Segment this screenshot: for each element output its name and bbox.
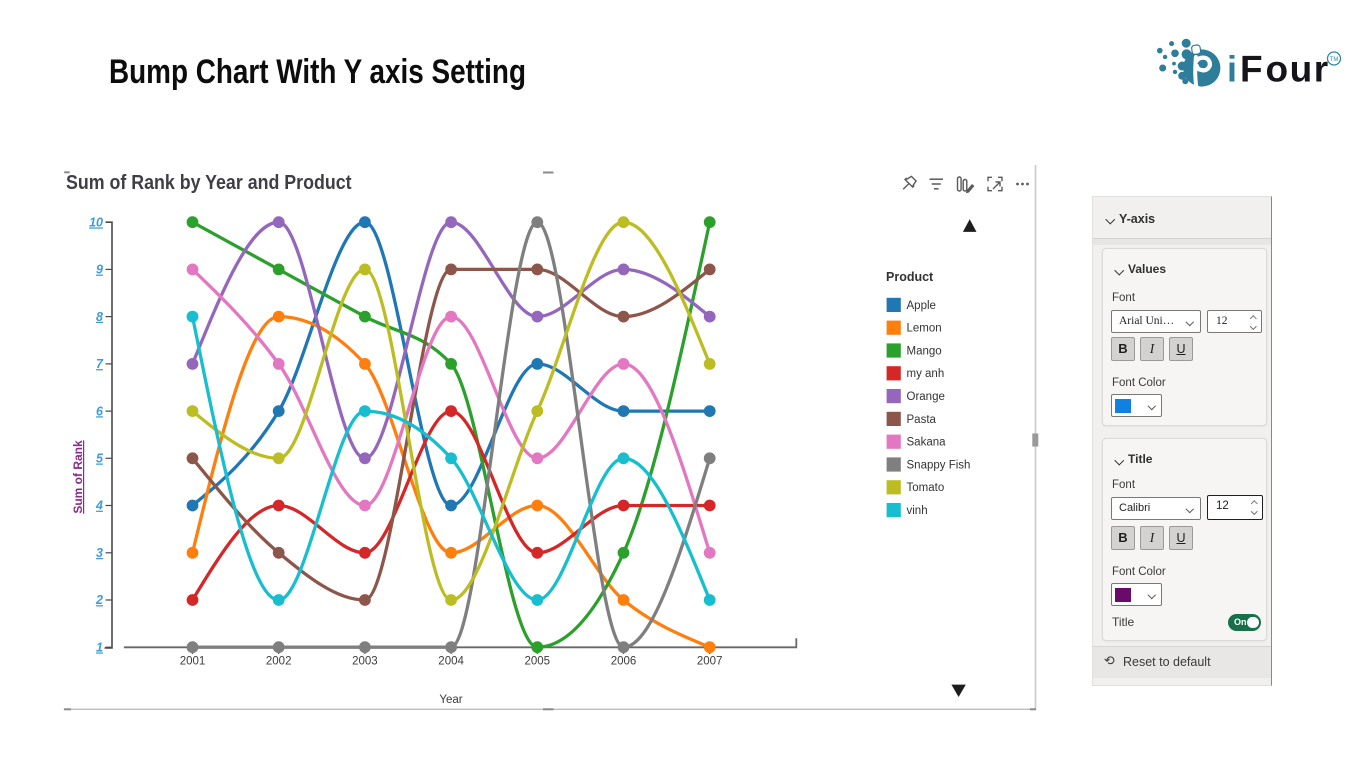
svg-text:2002: 2002 (266, 656, 292, 668)
svg-text:i: i (1227, 49, 1237, 90)
svg-text:Snappy Fish: Snappy Fish (907, 459, 971, 471)
svg-text:Product: Product (886, 270, 934, 284)
svg-text:2003: 2003 (352, 656, 378, 668)
svg-text:8: 8 (96, 310, 103, 324)
svg-text:Lemon: Lemon (907, 323, 942, 335)
svg-text:2007: 2007 (697, 656, 723, 668)
svg-text:vinh: vinh (907, 505, 928, 517)
svg-text:Year: Year (439, 694, 462, 706)
svg-text:2: 2 (95, 593, 103, 607)
svg-text:Tomato: Tomato (907, 482, 945, 494)
svg-text:2006: 2006 (611, 656, 637, 668)
svg-text:5: 5 (96, 452, 104, 466)
svg-text:Orange: Orange (907, 391, 945, 403)
svg-text:6: 6 (96, 404, 104, 418)
svg-text:F: F (1240, 49, 1263, 90)
svg-text:my anh: my anh (907, 368, 945, 380)
svg-text:2001: 2001 (180, 656, 206, 668)
svg-text:9: 9 (96, 263, 103, 277)
svg-text:2005: 2005 (525, 656, 551, 668)
svg-text:3: 3 (96, 546, 103, 560)
svg-text:10: 10 (89, 215, 103, 229)
svg-text:4: 4 (95, 499, 103, 513)
svg-text:Sum of Rank: Sum of Rank (71, 440, 85, 514)
svg-text:Mango: Mango (907, 345, 942, 357)
svg-text:our: our (1266, 49, 1330, 90)
svg-text:Sakana: Sakana (907, 437, 947, 449)
svg-text:2004: 2004 (438, 656, 464, 668)
svg-text:Pasta: Pasta (907, 414, 937, 426)
svg-text:1: 1 (96, 640, 103, 654)
svg-text:Apple: Apple (907, 300, 936, 312)
svg-text:7: 7 (96, 357, 104, 371)
svg-text:TM: TM (1330, 57, 1339, 63)
